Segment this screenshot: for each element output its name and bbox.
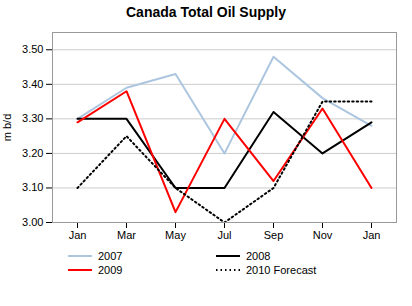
svg-text:Nov: Nov xyxy=(313,229,333,241)
svg-text:Jan: Jan xyxy=(69,229,87,241)
html-text:2009: 2009 xyxy=(98,264,123,276)
html-text:Canada Total Oil Supply: Canada Total Oil Supply xyxy=(126,4,286,20)
svg-text:May: May xyxy=(165,229,186,241)
svg-text:3.10: 3.10 xyxy=(22,181,43,193)
svg-text:3.20: 3.20 xyxy=(22,147,43,159)
html-text:2010 Forecast: 2010 Forecast xyxy=(246,264,317,276)
svg-text:Sep: Sep xyxy=(264,229,284,241)
svg-text:Mar: Mar xyxy=(117,229,136,241)
svg-text:3.50: 3.50 xyxy=(22,43,43,55)
svg-text:Jan: Jan xyxy=(363,229,381,241)
svg-text:Jul: Jul xyxy=(217,229,231,241)
svg-text:3.30: 3.30 xyxy=(22,112,43,124)
svg-text:m b/d: m b/d xyxy=(1,114,13,142)
html-text:2007: 2007 xyxy=(98,250,123,262)
svg-text:3.40: 3.40 xyxy=(22,78,43,90)
svg-text:3.00: 3.00 xyxy=(22,216,43,228)
html-text:2008: 2008 xyxy=(246,250,271,262)
